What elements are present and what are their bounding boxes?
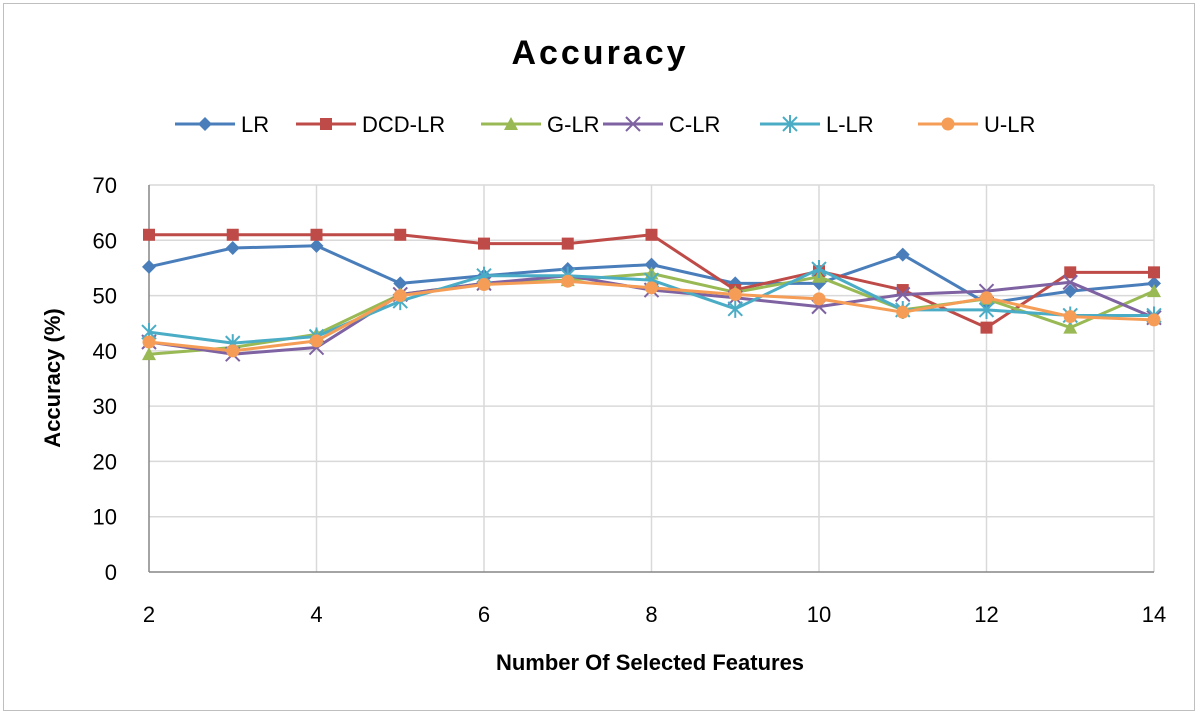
legend-swatch-marker bbox=[504, 117, 518, 130]
legend-item-l-lr: L-LR bbox=[760, 112, 874, 137]
legend-label: U-LR bbox=[984, 112, 1035, 137]
data-point-dcd-lr bbox=[1148, 266, 1160, 279]
y-tick-label: 50 bbox=[93, 284, 117, 309]
data-point-lr bbox=[142, 259, 156, 274]
y-tick-label: 60 bbox=[93, 228, 117, 253]
legend-label: L-LR bbox=[826, 112, 874, 137]
data-point-u-lr bbox=[561, 274, 575, 288]
legend-item-c-lr: C-LR bbox=[603, 112, 720, 137]
chart-title: Accuracy bbox=[511, 34, 688, 72]
data-point-lr bbox=[644, 257, 659, 272]
data-point-u-lr bbox=[980, 291, 993, 305]
y-tick-label: 30 bbox=[93, 394, 117, 419]
tick-labels: 0 10 20 30 40 50 60 70 2 4 6 8 10 12 14 bbox=[93, 173, 1167, 627]
y-tick-label: 40 bbox=[93, 339, 117, 364]
x-tick-label: 14 bbox=[1142, 602, 1166, 627]
data-point-c-lr bbox=[895, 286, 911, 303]
legend-label: G-LR bbox=[547, 112, 600, 137]
legend: LR DCD-LR G-LR C-LR L-LR U-LR bbox=[175, 112, 1035, 137]
data-point-u-lr bbox=[226, 344, 240, 358]
data-point-u-lr bbox=[1147, 313, 1161, 327]
legend-label: DCD-LR bbox=[362, 112, 445, 137]
data-point-l-lr bbox=[811, 260, 827, 279]
legend-item-dcd-lr: DCD-LR bbox=[296, 112, 445, 137]
data-point-u-lr bbox=[477, 278, 491, 292]
data-point-dcd-lr bbox=[561, 237, 574, 250]
series-u-lr bbox=[142, 274, 1161, 358]
data-point-c-lr bbox=[1062, 274, 1078, 291]
data-point-u-lr bbox=[896, 305, 910, 319]
x-tick-label: 4 bbox=[310, 602, 322, 627]
series-layer bbox=[141, 228, 1162, 362]
data-point-lr bbox=[1147, 276, 1161, 291]
data-point-dcd-lr bbox=[1064, 266, 1077, 279]
data-point-u-lr bbox=[1063, 310, 1077, 324]
y-axis-title: Accuracy (%) bbox=[40, 308, 65, 447]
y-tick-label: 10 bbox=[93, 505, 117, 530]
data-point-u-lr bbox=[310, 334, 323, 348]
gridlines bbox=[149, 184, 1155, 572]
data-point-dcd-lr bbox=[980, 321, 993, 334]
data-point-u-lr bbox=[645, 281, 658, 295]
x-tick-label: 2 bbox=[143, 602, 155, 627]
data-point-dcd-lr bbox=[394, 228, 407, 241]
data-point-lr bbox=[895, 247, 910, 262]
legend-swatch-marker bbox=[941, 117, 955, 131]
data-point-dcd-lr bbox=[645, 228, 658, 241]
data-point-dcd-lr bbox=[226, 228, 239, 241]
data-point-lr bbox=[1063, 284, 1078, 299]
data-point-lr bbox=[309, 238, 324, 253]
legend-item-g-lr: G-LR bbox=[481, 112, 600, 137]
data-point-u-lr bbox=[812, 292, 826, 306]
data-point-lr bbox=[225, 241, 240, 256]
data-point-l-lr bbox=[727, 299, 743, 318]
legend-label: C-LR bbox=[669, 112, 720, 137]
data-point-u-lr bbox=[142, 335, 156, 349]
legend-swatch-marker bbox=[625, 116, 641, 132]
legend-swatch-marker bbox=[782, 115, 798, 133]
data-point-lr bbox=[393, 276, 408, 291]
data-point-u-lr bbox=[393, 289, 407, 303]
y-tick-label: 0 bbox=[105, 560, 117, 585]
x-tick-label: 10 bbox=[807, 602, 831, 627]
data-point-dcd-lr bbox=[143, 228, 155, 241]
data-point-g-lr bbox=[1063, 320, 1078, 334]
y-tick-label: 20 bbox=[93, 449, 117, 474]
data-point-g-lr bbox=[1147, 284, 1161, 298]
legend-label: LR bbox=[241, 112, 269, 137]
x-tick-label: 12 bbox=[974, 602, 998, 627]
legend-item-u-lr: U-LR bbox=[918, 112, 1035, 137]
axes bbox=[148, 185, 1154, 573]
legend-item-lr: LR bbox=[175, 112, 269, 137]
x-tick-label: 8 bbox=[645, 602, 657, 627]
data-point-g-lr bbox=[142, 347, 156, 361]
legend-swatch-marker bbox=[198, 117, 212, 131]
data-point-dcd-lr bbox=[478, 237, 490, 250]
data-point-dcd-lr bbox=[310, 228, 323, 241]
legend-swatch-marker bbox=[320, 118, 332, 130]
y-tick-label: 70 bbox=[93, 173, 117, 198]
data-point-u-lr bbox=[728, 287, 742, 301]
x-tick-label: 6 bbox=[478, 602, 490, 627]
x-axis-title: Number Of Selected Features bbox=[496, 650, 804, 675]
